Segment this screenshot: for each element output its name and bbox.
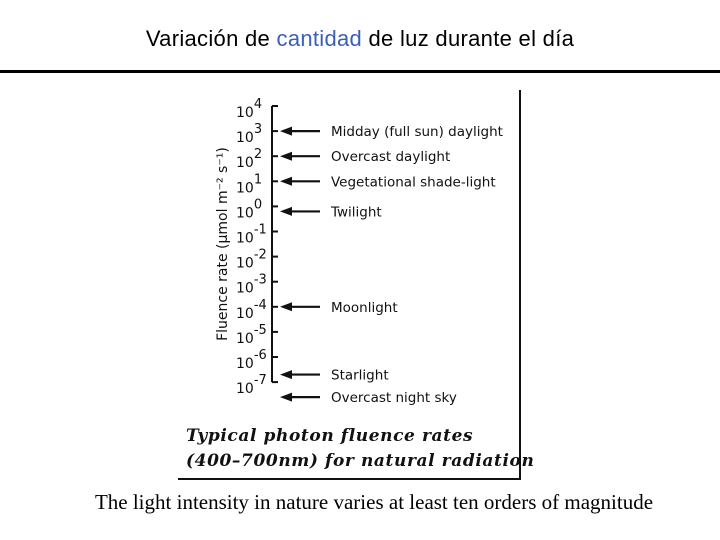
annotation-label: Moonlight — [331, 300, 398, 316]
figure-border-right — [519, 90, 521, 480]
arrow-head — [280, 392, 292, 402]
axis-title: Fluence rate (μmol m⁻² s⁻¹) — [215, 147, 231, 341]
tick-label: 10-7 — [236, 373, 267, 397]
title-part-3: de luz durante el día — [362, 26, 575, 51]
tick-label: 10-6 — [236, 348, 267, 372]
fluence-figure — [178, 88, 523, 480]
arrow-head — [280, 302, 292, 312]
annotation-label: Vegetational shade-light — [331, 174, 496, 190]
tick-label: 100 — [236, 197, 262, 221]
title-part-1: Variación de — [145, 26, 277, 51]
arrow-head — [280, 151, 292, 161]
annotation-label: Overcast night sky — [331, 390, 457, 406]
tick-label: 104 — [236, 97, 262, 121]
tick-label: 10-2 — [236, 248, 267, 272]
tick-label: 101 — [236, 172, 262, 196]
arrow-head — [280, 176, 292, 186]
arrow-head — [280, 206, 292, 216]
arrow-head — [280, 126, 292, 136]
tick-label: 103 — [236, 122, 262, 146]
annotation-label: Overcast daylight — [331, 149, 450, 165]
slide-caption: The light intensity in nature varies at … — [94, 490, 654, 514]
title-accent-word: cantidad — [276, 26, 363, 51]
annotation-label: Midday (full sun) daylight — [331, 124, 503, 140]
figure-border-bottom — [178, 478, 521, 480]
annotation-label: Starlight — [331, 368, 389, 384]
annotation-label: Twilight — [330, 204, 382, 220]
tick-label: 10-5 — [236, 323, 267, 347]
slide-title: Variación de cantidad de luz durante el … — [0, 26, 720, 52]
figure-caption-line-1: Typical photon fluence rates — [186, 426, 474, 446]
tick-label: 10-3 — [236, 273, 267, 297]
tick-label: 10-4 — [236, 298, 267, 322]
figure-caption-line-2: (400–700nm) for natural radiation — [186, 451, 535, 471]
tick-label: 102 — [236, 147, 262, 171]
tick-label: 10-1 — [236, 223, 267, 247]
title-divider — [0, 70, 720, 73]
arrow-head — [280, 370, 292, 380]
